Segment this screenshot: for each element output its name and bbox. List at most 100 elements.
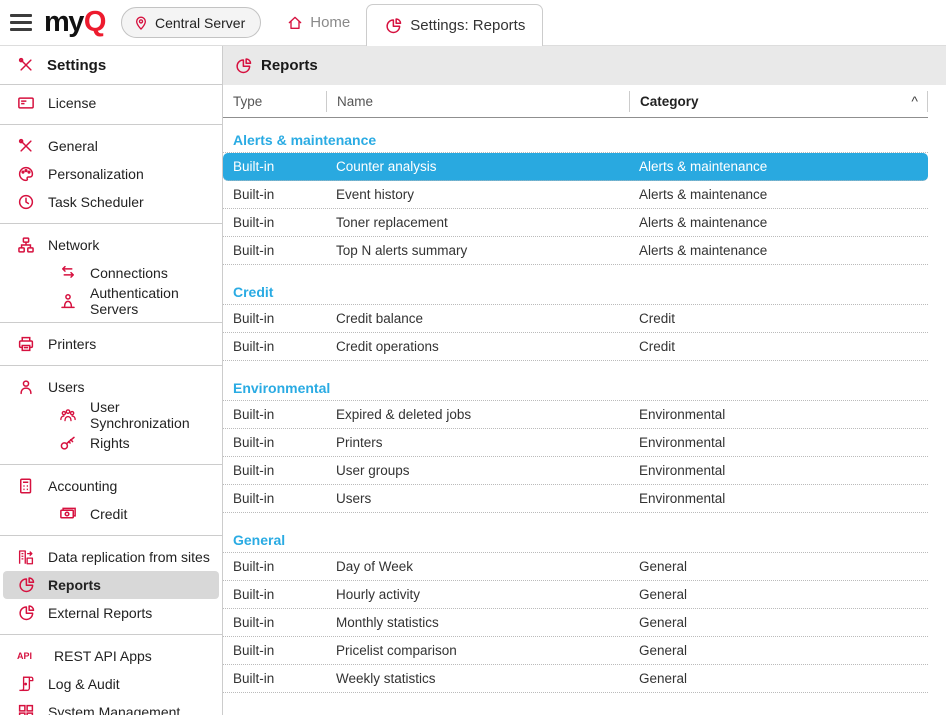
cell-name: Toner replacement <box>336 215 448 230</box>
sidebar-item-users[interactable]: Users <box>0 373 222 401</box>
app-body: Settings License General Personalization Ta… <box>0 46 946 715</box>
table-row[interactable]: Built-in Toner replacement Alerts & mainte… <box>223 209 928 237</box>
hamburger-menu-icon[interactable] <box>10 14 32 31</box>
sidebar-item-label: License <box>48 95 97 111</box>
cell-type: Built-in <box>233 407 275 422</box>
users-group-icon <box>59 406 77 424</box>
sidebar-item-rights[interactable]: Rights <box>0 429 222 457</box>
cell-type: Built-in <box>233 643 275 658</box>
logo-text-my: my <box>44 6 84 38</box>
column-header-category[interactable]: Category ^ <box>629 90 928 112</box>
sidebar-item-system-management[interactable]: System Management <box>0 698 222 715</box>
sidebar-item-user-synchronization[interactable]: User Synchronization <box>0 399 222 431</box>
category-header-label: Category <box>640 93 699 109</box>
cell-name: Credit balance <box>336 311 424 326</box>
sidebar-item-reports[interactable]: Reports <box>3 571 219 599</box>
central-server-button[interactable]: Central Server <box>120 7 262 38</box>
sidebar-item-rest-api-apps[interactable]: API REST API Apps <box>0 642 222 670</box>
table-row[interactable]: Built-in Users Environmental <box>223 485 928 513</box>
table-row[interactable]: Built-in Printers Environmental <box>223 429 928 457</box>
sidebar-item-label: Log & Audit <box>48 676 120 692</box>
myq-logo[interactable]: my Q <box>44 6 107 38</box>
cell-type: Built-in <box>233 435 275 450</box>
cell-name: Expired & deleted jobs <box>336 407 472 422</box>
sidebar-item-label: Rights <box>90 435 130 451</box>
clock-icon <box>17 193 35 211</box>
column-header-name[interactable]: Name <box>326 90 629 112</box>
group-header: General <box>223 527 928 553</box>
table-row[interactable]: Built-in Pricelist comparison General <box>223 637 928 665</box>
cell-category: Alerts & maintenance <box>639 215 768 230</box>
sidebar-item-general[interactable]: General <box>0 132 222 160</box>
sidebar-item-accounting[interactable]: Accounting <box>0 472 222 500</box>
sidebar-item-label: User Synchronization <box>90 399 190 431</box>
table-row[interactable]: Built-in Top N alerts summary Alerts & mai… <box>223 237 928 265</box>
table-row[interactable]: Built-in Counter analysis Alerts & mainten… <box>223 153 928 181</box>
home-label: Home <box>310 14 351 31</box>
cell-category: General <box>639 587 688 602</box>
cell-name: Counter analysis <box>336 159 437 174</box>
user-icon <box>17 378 35 396</box>
cell-name: User groups <box>336 463 410 478</box>
cell-category: Alerts & maintenance <box>639 159 768 174</box>
cell-type: Built-in <box>233 615 275 630</box>
cell-name: Monthly statistics <box>336 615 439 630</box>
sidebar-divider <box>0 365 222 366</box>
home-tab[interactable]: Home <box>287 14 350 31</box>
group-header: Environmental <box>223 375 928 401</box>
table-row[interactable]: Built-in Day of Week General <box>223 553 928 581</box>
table-row[interactable]: Built-in Credit balance Credit <box>223 305 928 333</box>
sidebar-item-license[interactable]: License <box>0 89 222 117</box>
cell-category: Environmental <box>639 491 726 506</box>
sidebar-title-label: Settings <box>47 56 107 74</box>
sidebar-item-label: System Management <box>48 704 181 715</box>
sidebar-item-data-replication-from-sites[interactable]: Data replication from sites <box>0 543 222 571</box>
sidebar-item-external-reports[interactable]: External Reports <box>0 599 222 627</box>
reports-table: Type Name Category ^ Alerts & maintenanc… <box>223 85 928 693</box>
sidebar-item-label: REST API Apps <box>54 648 152 664</box>
report-group: Credit Built-in Credit balance Credit Built-… <box>223 279 928 361</box>
cell-type: Built-in <box>233 671 275 686</box>
table-row[interactable]: Built-in Expired & deleted jobs Environmen… <box>223 401 928 429</box>
sidebar-item-label: Task Scheduler <box>48 194 144 210</box>
sidebar-divider <box>0 464 222 465</box>
cell-type: Built-in <box>233 463 275 478</box>
cell-category: Environmental <box>639 435 726 450</box>
tab-settings-reports[interactable]: Settings: Reports <box>366 4 544 46</box>
cell-type: Built-in <box>233 243 275 258</box>
cell-name: Printers <box>336 435 383 450</box>
sidebar-item-label: Connections <box>90 265 168 281</box>
sidebar-item-printers[interactable]: Printers <box>0 330 222 358</box>
cell-name: Users <box>336 491 372 506</box>
table-row[interactable]: Built-in Credit operations Credit <box>223 333 928 361</box>
sidebar-item-task-scheduler[interactable]: Task Scheduler <box>0 188 222 216</box>
sidebar-item-label: Reports <box>48 577 101 593</box>
pie-chart-icon <box>234 57 252 75</box>
sidebar-item-authentication-servers[interactable]: Authentication Servers <box>0 285 222 317</box>
cell-name: Event history <box>336 187 415 202</box>
sidebar-menu: License General Personalization Task Schedu… <box>0 85 222 715</box>
table-row[interactable]: Built-in Event history Alerts & maintenanc… <box>223 181 928 209</box>
cell-type: Built-in <box>233 491 275 506</box>
table-body: Alerts & maintenance Built-in Counter anal… <box>223 127 928 693</box>
logo-text-q: Q <box>83 6 107 38</box>
sidebar-item-personalization[interactable]: Personalization <box>0 160 222 188</box>
table-row[interactable]: Built-in Weekly statistics General <box>223 665 928 693</box>
table-row[interactable]: Built-in Monthly statistics General <box>223 609 928 637</box>
sidebar-item-credit[interactable]: Credit <box>0 500 222 528</box>
cell-category: General <box>639 615 688 630</box>
home-icon <box>287 15 303 31</box>
table-row[interactable]: Built-in User groups Environmental <box>223 457 928 485</box>
calculator-icon <box>17 477 35 495</box>
pie-chart-icon <box>17 604 35 622</box>
sidebar-item-connections[interactable]: Connections <box>0 259 222 287</box>
cell-type: Built-in <box>233 311 275 326</box>
column-header-type[interactable]: Type <box>233 93 263 109</box>
sidebar-item-log-audit[interactable]: Log & Audit <box>0 670 222 698</box>
sidebar-divider <box>0 322 222 323</box>
network-icon <box>17 236 35 254</box>
sidebar-item-label: External Reports <box>48 605 153 621</box>
sidebar-item-network[interactable]: Network <box>0 231 222 259</box>
sidebar-item-label: Authentication Servers <box>90 285 179 317</box>
table-row[interactable]: Built-in Hourly activity General <box>223 581 928 609</box>
